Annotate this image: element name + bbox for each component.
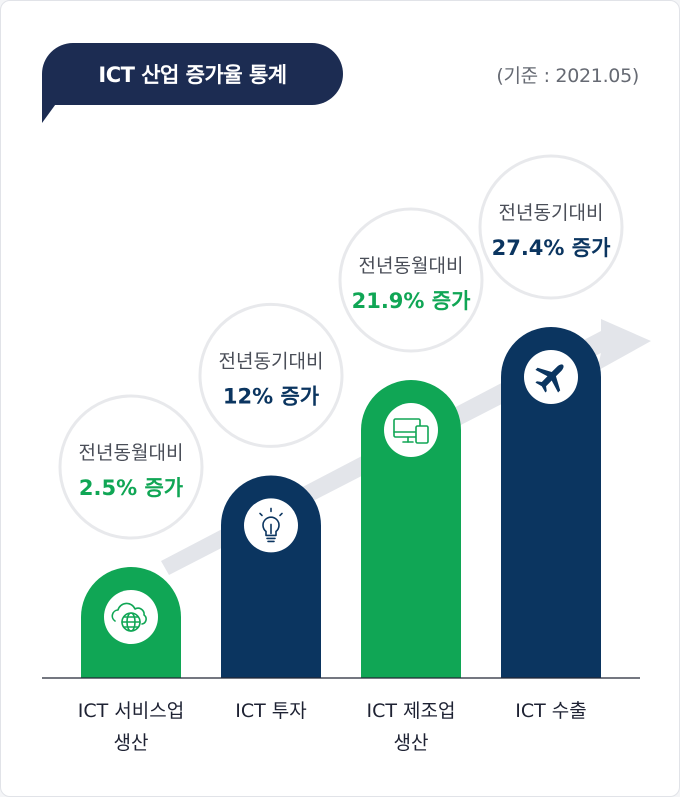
base-date-note: (기준 : 2021.05) [496,65,639,87]
category-label: ICT 제조업 생산 [366,700,456,754]
category-label: ICT 서비스업 생산 [77,700,185,754]
bar-4 [501,327,601,678]
annotation-value: 2.5% 증가 [79,476,184,500]
annotation-value: 27.4% 증가 [492,236,611,260]
annotation-value: 12% 증가 [223,384,320,408]
annotation-bubble-1: 전년동월대비 2.5% 증가 [58,394,204,540]
bar-3 [361,380,461,678]
devices-icon [384,403,438,458]
annotation-bubble-2: 전년동기대비 12% 증가 [198,302,344,448]
lightbulb-icon [244,498,298,553]
annotation-bubble-3: 전년동월대비 21.9% 증가 [338,207,484,353]
annotation-comparison: 전년동월대비 [359,255,464,277]
annotation-comparison: 전년동기대비 [219,350,324,372]
annotation-comparison: 전년동월대비 [79,442,184,464]
annotation-comparison: 전년동기대비 [499,202,604,224]
chart-title: ICT 산업 증가율 통계 [42,43,343,105]
annotation-bubble-4: 전년동기대비 27.4% 증가 [478,154,624,300]
category-label: ICT 수출 [515,700,587,722]
annotation-value: 21.9% 증가 [352,289,471,313]
title-tail [42,101,58,123]
category-label: ICT 투자 [235,700,307,722]
globe-cloud-icon [104,590,158,644]
airplane-icon [524,350,578,404]
